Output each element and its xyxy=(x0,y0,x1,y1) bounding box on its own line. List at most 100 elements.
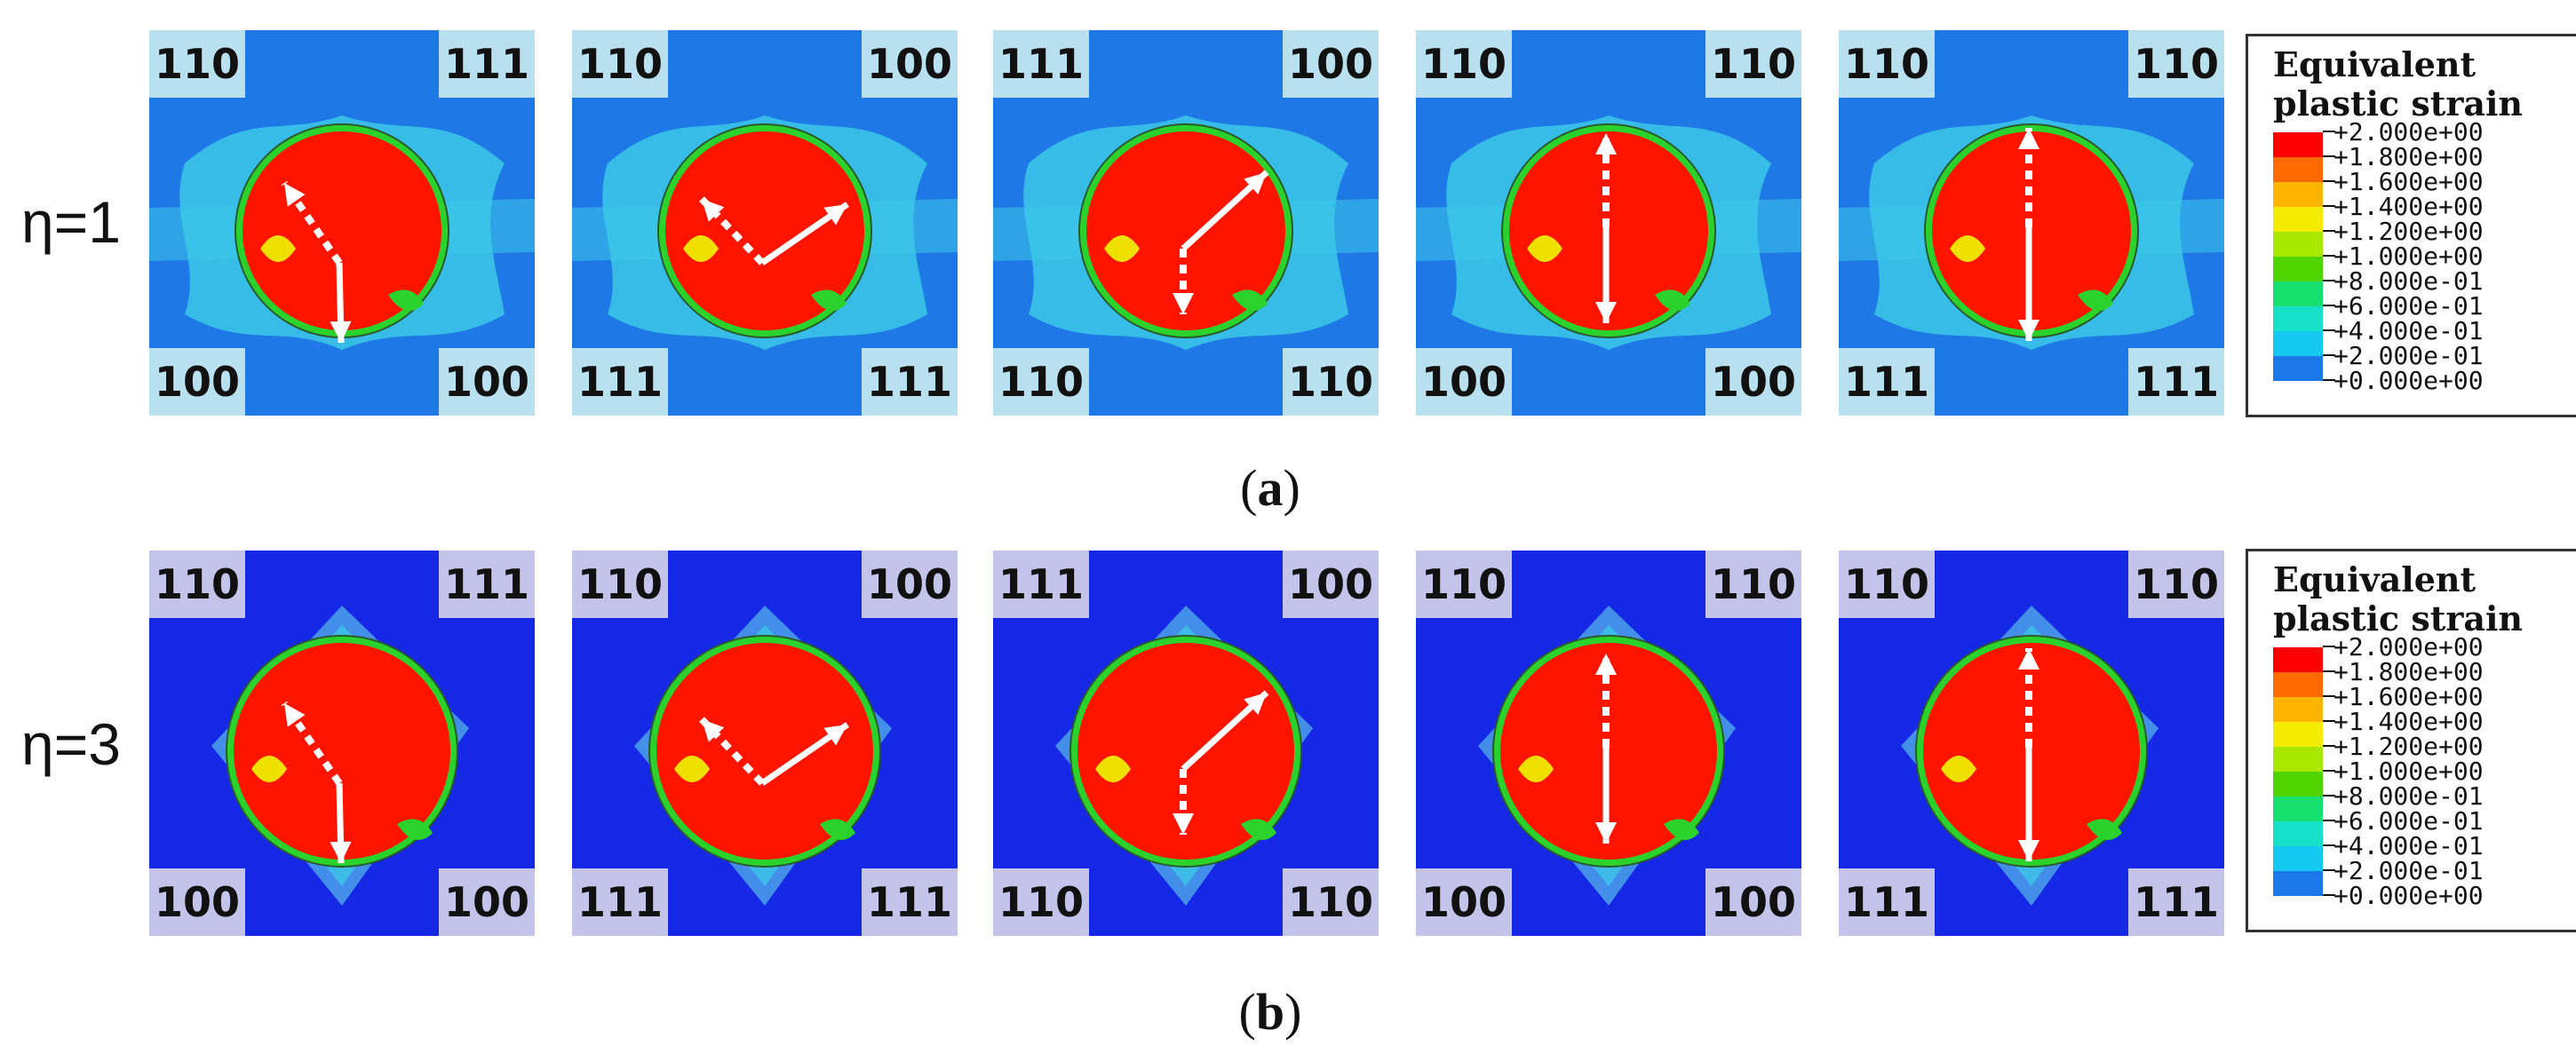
legend-entry: +2.000e-01 xyxy=(2273,341,2576,381)
legend-swatch xyxy=(2273,157,2323,182)
legend-tick xyxy=(2323,379,2335,381)
legend-swatch xyxy=(2273,356,2323,381)
legend-entry: +0.000e+00 xyxy=(2273,366,2576,406)
legend-value: +1.000e+00 xyxy=(2334,242,2484,271)
orientation-label-bl: 111 xyxy=(1839,868,1935,936)
contour-panel-3: 111 100 110 110 xyxy=(993,551,1379,936)
legend-entry: +4.000e-01 xyxy=(2273,316,2576,356)
legend-entry: +1.800e+00 xyxy=(2273,657,2576,697)
arrow-head xyxy=(1595,302,1617,323)
arrow-head xyxy=(330,321,352,343)
caption-a: (a) xyxy=(1240,459,1300,517)
yellow-patch xyxy=(1095,756,1131,782)
orientation-label-bl: 110 xyxy=(993,868,1089,936)
legend-tick xyxy=(2323,795,2335,796)
legend-swatch xyxy=(2273,257,2323,281)
arrow-head xyxy=(2018,840,2039,861)
legend-value: +1.800e+00 xyxy=(2334,657,2484,686)
arrow-head xyxy=(1173,813,1194,835)
green-patch xyxy=(397,819,433,840)
green-patch xyxy=(1664,819,1699,840)
caption-a-letter: a xyxy=(1257,459,1284,517)
indent-core xyxy=(656,643,873,860)
caption-b-letter: b xyxy=(1255,983,1285,1041)
orientation-label-tr: 111 xyxy=(439,551,535,618)
orientation-label-br: 111 xyxy=(862,348,958,416)
legend-tick xyxy=(2323,869,2335,871)
legend-entry: +6.000e-01 xyxy=(2273,806,2576,846)
orientation-label-tr: 110 xyxy=(2128,30,2224,98)
legend-value: +6.000e-01 xyxy=(2334,806,2484,836)
arrow-head xyxy=(823,204,847,226)
yellow-patch xyxy=(674,756,710,782)
legend-title-line2: plastic strain xyxy=(2273,598,2524,638)
arrow-head xyxy=(1244,172,1267,195)
arrow-head xyxy=(1244,693,1267,716)
yellow-patch xyxy=(1104,235,1140,262)
legend-title: Equivalent plastic strain xyxy=(2273,45,2523,123)
orientation-label-bl: 100 xyxy=(1416,868,1512,936)
green-patch xyxy=(2078,289,2113,311)
orientation-label-tl: 111 xyxy=(993,551,1089,618)
orientation-label-tl: 110 xyxy=(1839,551,1935,618)
legend-tick xyxy=(2323,820,2335,821)
contour-panel-4: 110 110 100 100 xyxy=(1416,30,1801,416)
legend-entry: +8.000e-01 xyxy=(2273,781,2576,821)
orientation-label-bl: 100 xyxy=(1416,348,1512,416)
orientation-label-tl: 110 xyxy=(1416,551,1512,618)
legend-swatch xyxy=(2273,871,2323,896)
orientation-label-bl: 100 xyxy=(149,868,245,936)
green-patch xyxy=(2087,819,2122,840)
legend-entry: +2.000e-01 xyxy=(2273,856,2576,896)
legend-entry: +8.000e-01 xyxy=(2273,266,2576,306)
orientation-label-tl: 110 xyxy=(572,551,668,618)
contour-panel-5: 110 110 111 111 xyxy=(1839,551,2224,936)
legend-entry: +1.200e+00 xyxy=(2273,732,2576,772)
legend-value: +2.000e-01 xyxy=(2334,856,2484,885)
legend-value: +1.800e+00 xyxy=(2334,142,2484,171)
orientation-label-bl: 111 xyxy=(572,348,668,416)
yellow-patch xyxy=(1527,235,1562,262)
green-patch xyxy=(820,819,855,840)
legend-value: +1.200e+00 xyxy=(2334,217,2484,246)
legend-entry: +2.000e+00 xyxy=(2273,632,2576,672)
legend-swatch xyxy=(2273,281,2323,306)
legend-swatch xyxy=(2273,846,2323,871)
legend-tick xyxy=(2323,280,2335,281)
orientation-label-tl: 110 xyxy=(149,551,245,618)
legend-value: +6.000e-01 xyxy=(2334,291,2484,321)
orientation-label-br: 100 xyxy=(1705,868,1801,936)
legend-value: +4.000e-01 xyxy=(2334,316,2484,345)
legend-swatch xyxy=(2273,331,2323,356)
yellow-patch xyxy=(683,235,719,262)
orientation-label-tr: 100 xyxy=(1283,551,1379,618)
legend-entry: +1.400e+00 xyxy=(2273,707,2576,747)
arrow-head xyxy=(2018,128,2039,149)
arrow-head xyxy=(2018,648,2039,670)
legend-tick xyxy=(2323,131,2335,132)
orientation-label-tr: 100 xyxy=(862,551,958,618)
legend-value: +1.600e+00 xyxy=(2334,167,2484,196)
legend-value: +1.000e+00 xyxy=(2334,757,2484,786)
yellow-patch xyxy=(251,756,287,782)
legend-entry: +1.200e+00 xyxy=(2273,217,2576,257)
orientation-label-br: 111 xyxy=(2128,348,2224,416)
yellow-patch xyxy=(1950,235,1985,262)
contour-panel-4: 110 110 100 100 xyxy=(1416,551,1801,936)
contour-panel-3: 111 100 110 110 xyxy=(993,30,1379,416)
legend-title-line1: Equivalent xyxy=(2273,559,2477,599)
legend-value: +2.000e+00 xyxy=(2334,117,2484,147)
contour-panel-2: 110 100 111 111 xyxy=(572,551,958,936)
legend-value: +1.200e+00 xyxy=(2334,732,2484,761)
arrow-head xyxy=(1595,133,1617,155)
legend-value: +8.000e-01 xyxy=(2334,781,2484,811)
arrow-head xyxy=(330,841,352,863)
legend-swatch xyxy=(2273,796,2323,821)
legend-swatch xyxy=(2273,207,2323,232)
legend-eta-3: Equivalent plastic strain +2.000e+00 +1.8… xyxy=(2246,549,2576,932)
legend-value: +0.000e+00 xyxy=(2334,881,2484,910)
legend-title: Equivalent plastic strain xyxy=(2273,560,2523,638)
legend-tick xyxy=(2323,844,2335,846)
orientation-label-bl: 111 xyxy=(572,868,668,936)
arrow-head xyxy=(1173,293,1194,314)
